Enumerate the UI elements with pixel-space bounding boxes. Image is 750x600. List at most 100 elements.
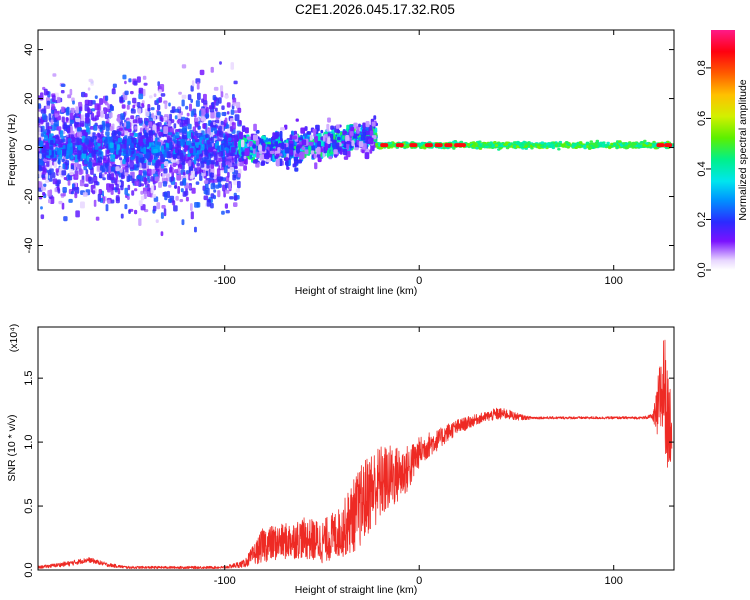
spectrogram-cell [289, 149, 294, 156]
spectrogram-ytick-label: -40 [23, 238, 35, 254]
spectrogram-cell [237, 180, 241, 189]
spectrogram-cell [132, 104, 136, 109]
spectrogram-cell [193, 147, 196, 156]
spectrogram-cell [107, 187, 111, 193]
spectrogram-cell [197, 92, 201, 101]
spectrogram-cell [43, 135, 48, 141]
spectrogram-cell [153, 93, 157, 98]
spectrogram-cell [309, 134, 313, 141]
spectrogram-cell [328, 156, 333, 160]
spectrogram-cell [192, 138, 195, 144]
spectrogram-cell [374, 127, 378, 133]
spectrogram-cell [248, 141, 253, 146]
spectrogram-peak [409, 143, 418, 148]
spectrogram-cell [184, 119, 188, 127]
spectrogram-cell [403, 145, 407, 149]
spectrogram-cell [60, 90, 65, 94]
spectrogram-cell [466, 143, 470, 147]
spectrogram-cell [57, 188, 61, 194]
spectrogram-cell [109, 112, 113, 118]
spectrogram-cell [94, 95, 98, 99]
spectrogram-cell [136, 102, 141, 108]
spectrogram-cell [172, 162, 177, 167]
spectrogram-cell [535, 143, 540, 146]
spectrogram-cell [233, 165, 238, 170]
spectrogram-cell [239, 131, 244, 140]
spectrogram-cell [335, 124, 340, 129]
spectrogram-cell [115, 183, 119, 191]
spectrogram-cell [49, 168, 54, 174]
spectrogram-cell [195, 154, 199, 159]
spectrogram-cell [199, 169, 203, 173]
spectrogram-cell [651, 145, 656, 148]
spectrogram-cell [105, 204, 109, 212]
spectrogram-cell [52, 178, 58, 185]
spectrogram-cell [91, 150, 95, 157]
spectrogram-cell [210, 159, 216, 165]
spectrogram-cell [168, 184, 172, 188]
spectrogram-cell [115, 196, 120, 204]
spectrogram-cell [74, 137, 80, 146]
spectrogram-xtick-label: -100 [214, 275, 236, 287]
spectrogram-cell [105, 123, 110, 132]
spectrogram-cell [238, 157, 242, 163]
spectrogram-cell [191, 187, 196, 194]
spectrogram-cell [387, 146, 391, 149]
spectrogram-cell [43, 183, 47, 187]
snr-ytick-label: 0.0 [23, 562, 35, 577]
spectrogram-cell [50, 119, 54, 126]
spectrogram-cell [155, 156, 158, 161]
spectrogram-cell [124, 204, 128, 210]
spectrogram-cell [243, 165, 247, 171]
spectrogram-cell [628, 143, 633, 146]
snr-ylabel: SNR (10 * v/v) [6, 414, 18, 481]
spectrogram-cell [41, 174, 46, 179]
spectrogram-cell [320, 129, 324, 134]
spectrogram-cell [167, 135, 170, 144]
spectrogram-cell [369, 149, 373, 154]
spectrogram-cell [85, 126, 90, 133]
spectrogram-cell [85, 169, 89, 175]
spectrogram-cell [105, 137, 108, 145]
spectrogram-cell [180, 153, 184, 161]
spectrogram-cell [216, 145, 220, 151]
spectrogram-cell [47, 126, 53, 130]
spectrogram-cell [419, 143, 423, 146]
spectrogram-cell [92, 190, 96, 195]
spectrogram-cell [189, 148, 195, 153]
spectrogram-cell [236, 101, 241, 109]
spectrogram-cell [66, 155, 69, 160]
spectrogram-cell [65, 117, 69, 121]
spectrogram-cell [164, 192, 168, 201]
spectrogram-cell [93, 124, 98, 131]
spectrogram-cell [63, 177, 67, 181]
spectrogram-cell [83, 165, 87, 171]
spectrogram-cell [81, 123, 85, 127]
spectrogram-cell [61, 170, 67, 176]
spectrogram-cell [45, 152, 50, 156]
spectrogram-cell [275, 153, 280, 158]
spectrogram-cell [216, 168, 221, 177]
spectrogram-cell [75, 210, 80, 218]
spectrogram-cell [145, 139, 149, 144]
spectrogram-cell [592, 144, 596, 147]
spectrogram-cell [76, 127, 82, 132]
spectrogram-cell [67, 127, 70, 133]
spectrogram-cell [60, 83, 66, 87]
spectrogram-cell [160, 231, 164, 237]
spectrogram-cell [174, 115, 178, 120]
spectrogram-cell [60, 193, 65, 197]
spectrogram-cell [60, 106, 65, 113]
spectrogram-cell [148, 130, 153, 136]
spectrogram-cell [281, 142, 284, 150]
spectrogram-cell [145, 120, 149, 126]
spectrogram-cell [191, 142, 195, 147]
spectrogram-cell [351, 140, 355, 147]
spectrogram-cell [47, 190, 52, 197]
spectrogram-cell [186, 112, 190, 117]
spectrogram-cell [294, 167, 299, 172]
spectrogram-cell [371, 121, 376, 127]
spectrogram-cell [360, 134, 366, 141]
spectrogram-cell [88, 177, 93, 184]
